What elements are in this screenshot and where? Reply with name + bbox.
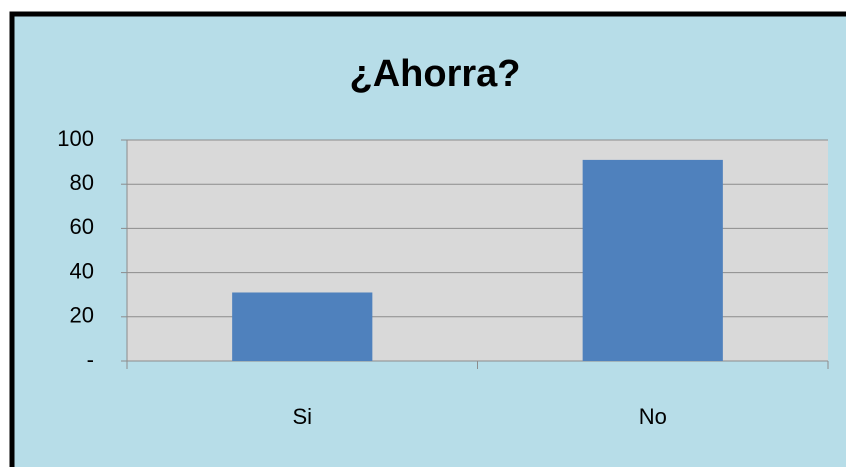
y-tick-label: 100 xyxy=(57,126,94,151)
y-tick-label: 60 xyxy=(70,214,94,239)
y-tick-label: 80 xyxy=(70,170,94,195)
y-tick-label: 40 xyxy=(70,258,94,283)
chart-title: ¿Ahorra? xyxy=(350,53,521,95)
bar xyxy=(582,159,723,361)
y-tick-label: 20 xyxy=(70,303,94,328)
x-tick-label: Si xyxy=(292,404,312,429)
bar xyxy=(232,292,373,361)
y-tick-label: - xyxy=(87,347,94,372)
x-tick-label: No xyxy=(639,404,667,429)
